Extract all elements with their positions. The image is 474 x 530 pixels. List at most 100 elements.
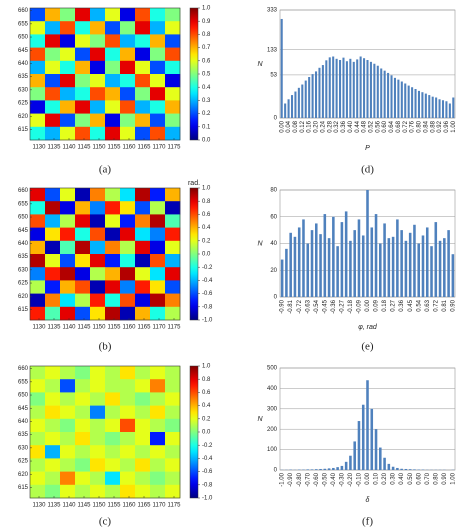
heat-cell [30, 254, 46, 268]
x-tick-label: 1170 [153, 145, 167, 151]
y-tick-label: 333 [267, 8, 278, 14]
heat-cell [150, 188, 166, 202]
heat-cell [75, 188, 91, 202]
colorbar-tick-label: -0.6 [202, 291, 213, 297]
heat-cell [105, 280, 121, 294]
x-tick-label: -0.90 [280, 299, 286, 313]
heat-cell [150, 458, 166, 472]
x-tick-label: 0.28 [327, 120, 333, 132]
heat-cell [90, 484, 106, 499]
x-tick-label: 1140 [63, 145, 77, 151]
bar [400, 468, 403, 470]
heat-cell [90, 227, 106, 242]
bar [301, 84, 304, 118]
heat-cell [150, 100, 166, 114]
heat-cell [150, 267, 166, 281]
bar [411, 87, 414, 118]
colorbar-tick-label: 0.9 [202, 19, 211, 25]
heat-cell [135, 267, 151, 281]
heat-cell [135, 100, 151, 114]
x-tick-label: 1155 [108, 145, 122, 151]
bar [306, 469, 310, 470]
heat-cell [150, 392, 166, 406]
bar [391, 466, 395, 470]
x-tick-label: -0.20 [348, 472, 354, 486]
heat-cell [120, 432, 136, 446]
y-tick-label: 635 [18, 254, 29, 260]
heat-cell [120, 366, 136, 380]
heat-cell [90, 100, 106, 114]
x-tick-label: 0.70 [425, 472, 431, 484]
bar [379, 243, 382, 297]
x-tick-label: 0.81 [442, 299, 448, 311]
heat-cell [75, 484, 91, 499]
heat-cell [90, 201, 106, 215]
caption: (c) [99, 516, 112, 528]
colorbar-tick-label: 0.6 [202, 212, 211, 218]
y-axis-label: N [257, 240, 263, 247]
heat-cell [30, 227, 46, 242]
heat-cell [60, 60, 76, 75]
heat-cell [105, 254, 121, 268]
heat-cell [45, 34, 61, 48]
bar [366, 60, 369, 118]
colorbar-tick-label: 0.8 [202, 32, 211, 38]
heat-cell [120, 126, 136, 141]
bar [315, 469, 318, 470]
heat-cell [75, 267, 91, 281]
heat-cell [90, 267, 106, 281]
heat-cell [90, 445, 106, 459]
x-tick-label: 0.08 [293, 120, 299, 132]
heat-cell [60, 267, 76, 281]
heat-cell [165, 405, 181, 420]
x-tick-label: 1130 [33, 503, 47, 509]
heat-cell [90, 366, 106, 380]
heat-cell [60, 471, 76, 486]
heat-cell [75, 392, 91, 406]
heat-cell [60, 8, 76, 22]
x-tick-label: 0.88 [430, 120, 436, 132]
heat-cell [60, 87, 76, 101]
x-tick-label: 0.48 [362, 120, 368, 132]
heat-cell [120, 34, 136, 48]
y-tick-label: 625 [18, 101, 29, 107]
heat-cell [150, 432, 166, 446]
colorbar-tick-label: 1.0 [202, 6, 211, 12]
heat-cell [120, 484, 136, 499]
y-tick-label: 660 [18, 8, 29, 14]
bar [353, 230, 356, 297]
bar [308, 76, 311, 118]
bar [383, 223, 386, 297]
colorbar-tick-label: -1.0 [202, 318, 213, 324]
y-tick-label: 630 [18, 267, 29, 273]
bar [356, 59, 359, 118]
heat-cell [60, 126, 76, 141]
heat-cell [150, 201, 166, 215]
colorbar-tick-label: -0.4 [202, 456, 213, 462]
bar [280, 259, 284, 297]
bar [387, 238, 391, 297]
x-tick-label: -0.81 [288, 299, 294, 313]
heat-cell [60, 254, 76, 268]
y-tick-label: 620 [18, 472, 29, 478]
x-tick-label: -0.90 [288, 472, 294, 486]
x-tick-label: 0.00 [365, 472, 371, 484]
x-tick-label: 0.09 [374, 299, 380, 311]
heat-cell [90, 87, 106, 101]
y-tick-label: 660 [18, 366, 29, 372]
heat-cell [120, 392, 136, 406]
heat-cell [75, 201, 91, 215]
colorbar-tick-label: 0.0 [202, 138, 211, 144]
heat-cell [60, 366, 76, 380]
x-tick-label: -0.18 [348, 299, 354, 313]
heat-cell [120, 458, 136, 472]
bar [289, 232, 292, 297]
heat-cell [60, 306, 76, 321]
heat-cell [75, 8, 91, 22]
heat-cell [30, 87, 46, 101]
bar [284, 103, 287, 118]
heat-cell [30, 445, 46, 459]
heat-cell [75, 254, 91, 268]
heat-cell [75, 471, 91, 486]
